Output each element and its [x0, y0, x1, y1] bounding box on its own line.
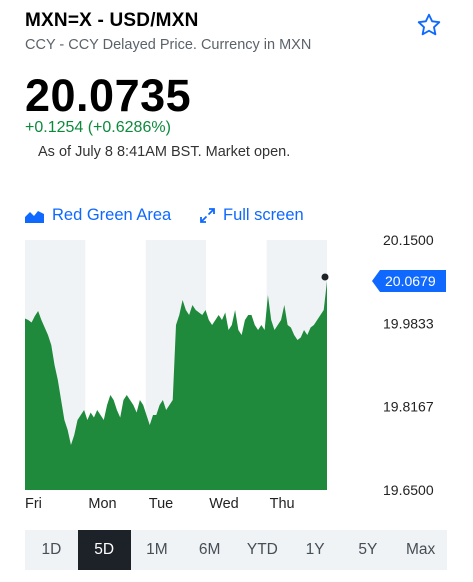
expand-icon [200, 208, 215, 223]
y-tick-label: 19.9833 [383, 315, 434, 331]
full-screen-label: Full screen [223, 206, 304, 224]
y-tick-label: 19.8167 [383, 399, 434, 415]
y-tick-label: 19.6500 [383, 482, 434, 498]
range-button-1m[interactable]: 1M [146, 541, 168, 558]
current-price: 20.0735 [25, 70, 192, 121]
page-title: MXN=X - USD/MXN [25, 10, 199, 31]
range-button-5d[interactable]: 5D [77, 530, 131, 570]
range-button-1d[interactable]: 1D [41, 541, 62, 558]
quote-subtitle: CCY - CCY Delayed Price. Currency in MXN [25, 37, 312, 53]
price-change: +0.1254 (+0.6286%) [25, 119, 171, 136]
current-price-tag [372, 270, 446, 293]
full-screen-button[interactable]: Full screen [200, 206, 304, 225]
star-icon[interactable] [416, 12, 442, 38]
chart-type-label: Red Green Area [52, 206, 172, 224]
range-button-5y[interactable]: 5Y [358, 541, 378, 558]
x-tick-label: Tue [149, 496, 173, 512]
range-button-6m[interactable]: 6M [198, 541, 221, 558]
last-price-dot [321, 273, 329, 281]
area-chart-icon [25, 210, 44, 223]
x-tick-label: Fri [25, 496, 42, 512]
y-tick-label: 20.1500 [383, 232, 434, 248]
range-button-1y[interactable]: 1Y [305, 541, 325, 558]
price-chart[interactable]: 20.1500 19.9833 19.8167 19.6500 20.0679 Fri Mo… [0, 230, 473, 520]
x-tick-label: Thu [270, 496, 295, 512]
x-tick-label: Wed [209, 496, 239, 512]
range-selector: 1D 5D 1M 6M YTD 1Y 5Y Max [25, 530, 447, 570]
x-tick-label: Mon [88, 496, 116, 512]
range-button-ytd[interactable]: YTD [246, 541, 278, 558]
range-button-max[interactable]: Max [405, 541, 436, 558]
as-of-timestamp: As of July 8 8:41AM BST. Market open. [38, 144, 291, 160]
chart-type-button[interactable]: Red Green Area [25, 206, 171, 225]
area-chart: 20.1500 19.9833 19.8167 19.6500 20.0679 Fri Mo… [25, 232, 446, 512]
price-area [25, 281, 327, 490]
current-price-label: 20.0679 [385, 273, 436, 289]
